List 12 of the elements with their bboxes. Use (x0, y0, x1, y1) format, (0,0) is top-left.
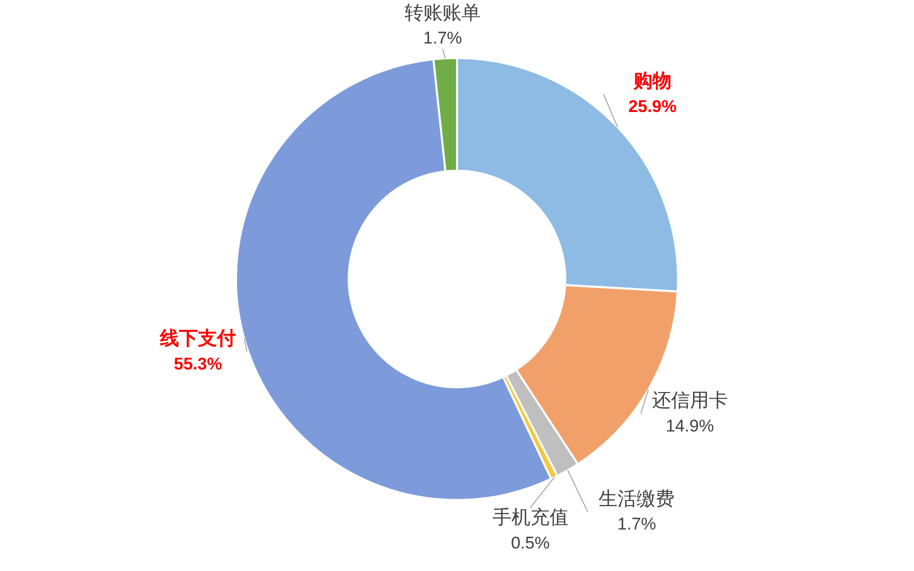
slice-label: 转账账单 (404, 2, 481, 24)
data-label: 25.9% (628, 96, 677, 116)
data-label: 14.9% (666, 416, 714, 436)
slice-label: 生活缴费 (598, 488, 675, 510)
data-label: 55.3% (174, 354, 222, 374)
slice-label: 购物 (632, 70, 672, 92)
data-label: 1.7% (423, 28, 462, 48)
slice-label: 手机充值 (492, 506, 568, 529)
data-label: 0.5% (510, 533, 550, 552)
slice-label: 还信用卡 (652, 390, 728, 412)
slice-label: 线下支付 (158, 328, 236, 350)
data-label: 1.7% (617, 514, 656, 534)
